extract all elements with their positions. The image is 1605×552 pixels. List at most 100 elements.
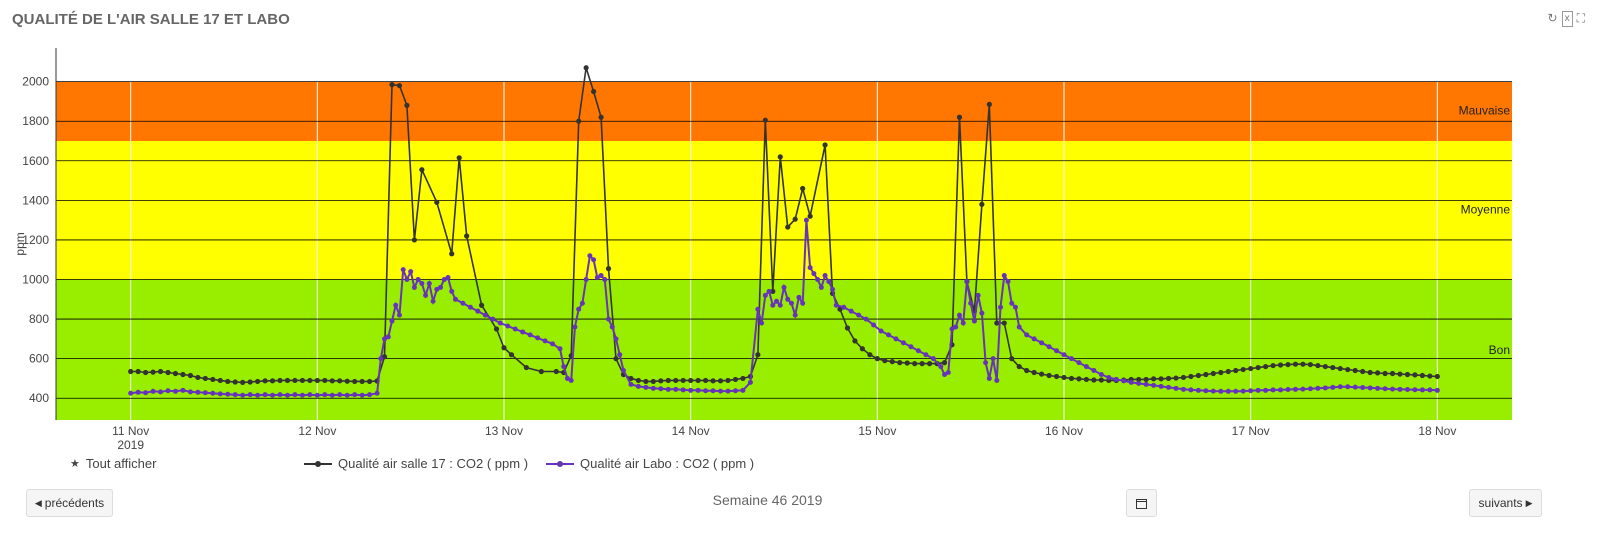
data-point [225,391,231,397]
data-point [527,332,533,338]
data-point [609,324,615,330]
data-point [329,392,335,398]
data-point [1068,375,1075,382]
data-point [994,377,1000,383]
data-point [856,312,862,318]
data-point [202,375,208,382]
data-point [277,377,283,384]
data-point [673,386,679,392]
data-point [1039,340,1045,346]
next-button[interactable]: suivants ▶ [1469,489,1542,517]
data-point [781,284,787,290]
x-tick-label: 15 Nov [858,424,896,438]
fullscreen-icon[interactable]: ⛶ [1576,11,1585,25]
data-point [673,377,679,384]
caret-left-icon: ◀ [34,497,42,508]
data-point [956,114,963,120]
data-point [811,271,817,277]
data-point [968,300,974,306]
data-point [408,269,414,275]
data-point [1330,364,1336,371]
data-point [1016,363,1022,370]
data-point [434,199,440,205]
data-point [979,201,985,207]
y-tick-label: 800 [29,312,49,326]
y-tick-label: 2000 [22,75,49,89]
data-point [359,378,365,385]
y-tick-label: 1000 [22,273,49,287]
data-point [1434,387,1440,393]
series-lines [128,65,1440,398]
data-point [1165,375,1172,382]
data-point [1427,373,1433,379]
data-point [1083,376,1089,383]
data-point [915,348,921,354]
x-tick-year: 2019 [117,438,144,452]
data-point [404,277,410,283]
data-point [490,316,496,322]
data-point [695,387,701,393]
data-point [848,308,854,314]
data-point [404,102,410,108]
series-salle17 [128,65,1440,386]
data-point [576,306,582,312]
data-point [755,352,761,358]
data-point [441,277,447,283]
data-point [818,284,824,290]
band-moyenne [56,141,1512,280]
band-label-mauvaise: Mauvaise [1459,103,1511,117]
legend-series-salle17[interactable]: Qualité air salle 17 : CO2 ( ppm ) [304,456,528,471]
data-point [307,377,313,384]
data-point [1188,387,1194,393]
data-point [292,377,298,384]
data-point [956,312,962,318]
data-point [908,344,914,350]
data-point [807,213,813,219]
data-point [867,352,873,358]
calendar-button[interactable] [1126,489,1157,517]
caret-right-icon: ▶ [1525,497,1533,508]
data-point [1203,388,1209,394]
data-point [725,377,731,384]
data-point [919,361,925,367]
data-point [1382,370,1388,377]
data-point [680,377,686,384]
legend-series-labo[interactable]: Qualité air Labo : CO2 ( ppm ) [546,456,754,471]
data-point [415,277,421,283]
data-point [1143,381,1149,387]
data-point [1218,388,1224,394]
data-point [591,257,597,263]
data-point [658,386,664,392]
data-point [1001,320,1007,326]
data-point [755,306,761,312]
data-point [800,300,806,306]
legend-show-all[interactable]: ★ Tout afficher [70,456,156,471]
data-point [523,364,530,371]
data-point [157,368,164,375]
data-point [564,375,570,381]
data-point [1345,366,1351,373]
data-point [1024,367,1030,374]
data-point [953,324,959,330]
grid-lines [56,48,1512,420]
data-point [1136,380,1142,386]
data-point [385,334,391,340]
data-point [1360,385,1366,391]
data-point [732,388,738,394]
data-point [284,392,290,398]
data-point [1404,371,1411,378]
band-label-moyenne: Moyenne [1461,202,1511,216]
refresh-icon[interactable]: ↻ [1547,11,1558,25]
data-point [1300,386,1306,392]
data-point [874,356,880,362]
data-point [352,392,358,398]
previous-button[interactable]: ◀ précédents [26,489,113,517]
x-tick-label: 18 Nov [1418,424,1456,438]
data-point [464,233,470,239]
data-point [710,388,716,394]
export-excel-icon[interactable]: x [1561,11,1573,27]
data-point [1233,388,1239,394]
data-point [1053,373,1060,380]
data-point [788,300,794,306]
